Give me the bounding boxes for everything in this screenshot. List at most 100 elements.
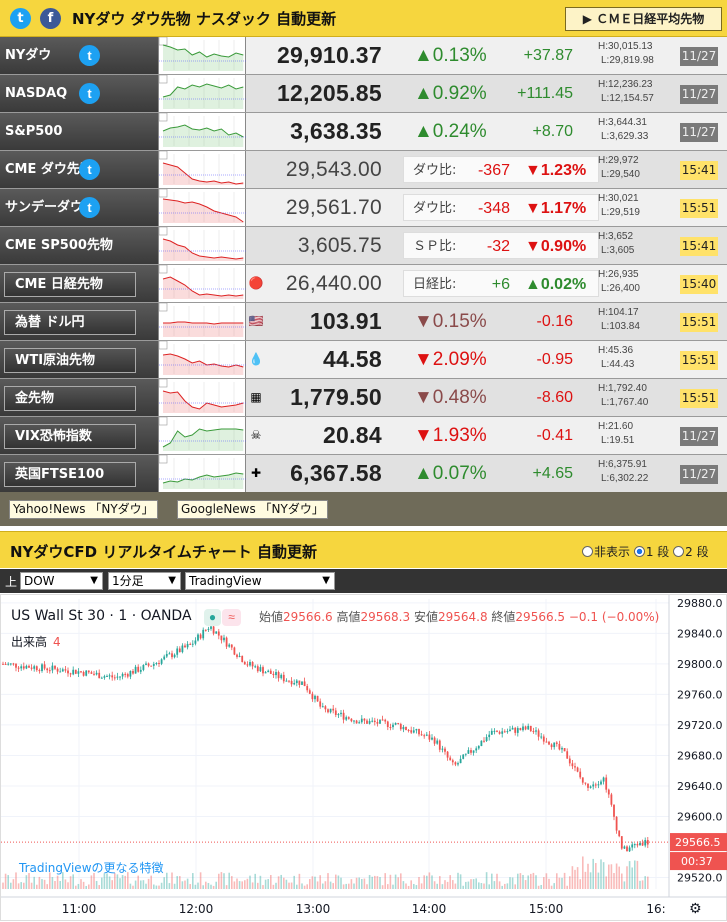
high-low: H:12,236.23 L:12,154.57 (598, 78, 654, 106)
chart-symbol: US Wall St 30 · 1 · OANDA (11, 608, 192, 624)
row-name[interactable]: NASDAQ t (0, 75, 158, 112)
candle (350, 718, 353, 722)
source-select[interactable]: TradingView ▼ (185, 572, 335, 590)
sparkline[interactable] (158, 265, 247, 302)
volume-bar (363, 878, 366, 889)
candle (69, 673, 72, 675)
volume-bar (121, 875, 124, 889)
volume-bar (283, 877, 285, 889)
sparkline[interactable] (158, 113, 247, 150)
sparkline[interactable] (158, 189, 247, 226)
radio-two-label: 2 段 (685, 545, 709, 559)
candle (644, 840, 647, 846)
tradingview-chart[interactable]: 29880.0 29840.0 29800.0 29760.0 29720.0 29680… (0, 594, 727, 921)
row-name[interactable]: NYダウ t (0, 37, 158, 74)
row-name-button[interactable]: 為替 ドル円 (4, 310, 136, 335)
volume-bar (163, 877, 165, 889)
timestamp-badge: 15:51 (680, 199, 718, 218)
timestamp-badge: 15:41 (680, 161, 718, 180)
candle (210, 626, 212, 629)
twitter-icon[interactable]: t (79, 45, 100, 66)
timestamp-badge: 11/27 (680, 427, 718, 446)
candle (178, 648, 181, 653)
interval-select[interactable]: 1分足 ▼ (108, 572, 181, 590)
row-name[interactable]: CME SP500先物 (0, 227, 158, 264)
low-value: L:12,154.57 (601, 93, 654, 104)
sparkline[interactable] (158, 379, 247, 416)
volume-bar (524, 880, 527, 889)
candlestick-chart[interactable]: 29880.0 29840.0 29800.0 29760.0 29720.0 29680… (1, 595, 727, 922)
volume-bar (101, 877, 103, 889)
sparkline[interactable] (158, 227, 247, 264)
candle (545, 741, 548, 743)
tradingview-promo-link[interactable]: TradingViewの更なる特徴 (19, 861, 164, 875)
candle (324, 706, 327, 710)
sparkline[interactable] (158, 75, 247, 112)
timestamp-badge: 11/27 (680, 465, 718, 484)
volume-bar (241, 881, 243, 889)
candle (542, 736, 545, 742)
candle (345, 717, 348, 720)
twitter-icon[interactable]: t (10, 8, 31, 29)
volume-bar (595, 863, 597, 889)
volume-bar (309, 879, 311, 889)
candle (522, 726, 524, 731)
sparkline[interactable] (158, 151, 247, 188)
radio-two-rows[interactable] (673, 546, 685, 557)
candle (376, 722, 379, 724)
volume-bar (72, 874, 74, 889)
sparkline[interactable] (158, 37, 247, 74)
sparkline[interactable] (158, 455, 247, 492)
candle (620, 836, 623, 849)
high-low: H:1,792.40 L:1,767.40 (598, 382, 648, 410)
row-name[interactable]: S&P500 (0, 113, 158, 150)
sparkline[interactable] (158, 417, 247, 454)
volume-bar (550, 885, 553, 889)
row-name[interactable]: サンデーダウ t (0, 189, 158, 226)
candle (262, 667, 264, 674)
volume-bar (33, 876, 35, 889)
symbol-select[interactable]: DOW ▼ (20, 572, 103, 590)
volume-bar (150, 875, 152, 889)
candle (30, 667, 33, 669)
row-name-button[interactable]: VIX恐怖指数 (4, 424, 136, 449)
volume-bar (423, 875, 425, 889)
volume-bar (628, 861, 631, 889)
volume-value: 4 (53, 635, 61, 649)
high-value: H:29,972 (598, 155, 639, 166)
compare-diff: +6 (491, 276, 510, 293)
radio-one-row[interactable] (633, 546, 645, 557)
volume-bar (488, 884, 490, 889)
volume-bar (556, 873, 558, 889)
cme-nikkei-button[interactable]: ▶ ＣＭＥ日経平均先物 (565, 7, 722, 31)
sparkline[interactable] (158, 341, 247, 378)
candle (142, 664, 145, 670)
volume-bar (95, 880, 98, 889)
volume-bar (233, 881, 236, 889)
twitter-icon[interactable]: t (79, 83, 100, 104)
twitter-icon[interactable]: t (79, 159, 100, 180)
yahoo-news-link[interactable]: Yahoo!News 「NYダウ」 (9, 500, 158, 519)
candle (256, 666, 259, 672)
candle (61, 669, 64, 672)
row-name[interactable]: CME ダウ先物 t (0, 151, 158, 188)
candle (571, 763, 574, 767)
high-low: H:3,644.31 L:3,629.33 (598, 116, 648, 144)
volume-bar (532, 872, 535, 889)
page-header: t f NYダウ ダウ先物 ナスダック 自動更新 ▶ ＣＭＥ日経平均先物 (0, 0, 727, 37)
candle (181, 645, 184, 653)
radio-hide[interactable] (582, 546, 593, 557)
facebook-icon[interactable]: f (40, 8, 61, 29)
low-value: L:29,519 (601, 207, 640, 218)
row-name-button[interactable]: 英国FTSE100 (4, 462, 136, 487)
twitter-icon[interactable]: t (79, 197, 100, 218)
candle (342, 712, 345, 720)
gear-icon[interactable]: ⚙ (689, 901, 702, 917)
candle (553, 742, 556, 748)
row-name-button[interactable]: WTI原油先物 (4, 348, 136, 373)
row-name-button[interactable]: 金先物 (4, 386, 136, 411)
row-name-button[interactable]: CME 日経先物 (4, 272, 136, 297)
google-news-link[interactable]: GoogleNews 「NYダウ」 (177, 500, 328, 519)
sparkline[interactable] (158, 303, 247, 340)
candle (615, 816, 618, 831)
